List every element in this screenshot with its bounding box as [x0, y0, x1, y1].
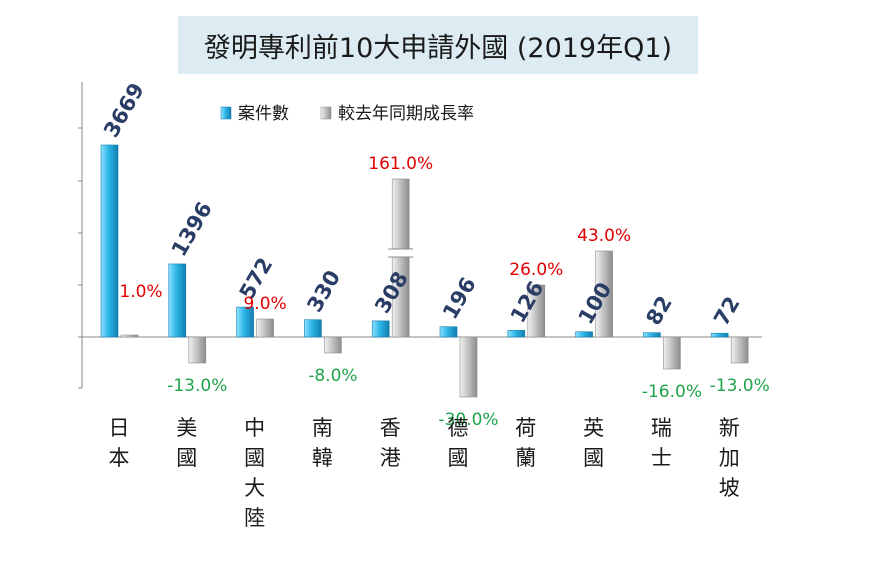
growth-label-5: -30.0%: [438, 410, 498, 430]
growth-label-8: -16.0%: [642, 382, 702, 402]
category-label-6-char-0: 荷: [515, 416, 536, 440]
count-label-3: 330: [302, 266, 345, 316]
category-label-4-char-0: 香: [380, 416, 401, 440]
bar-growth-5: [459, 336, 478, 398]
legend: 案件數 較去年同期成長率: [220, 104, 474, 124]
category-label-0-char-1: 本: [109, 446, 130, 470]
bar-growth-8: [663, 336, 681, 370]
growth-label-6: 26.0%: [509, 260, 563, 280]
bar-count-6: [507, 330, 526, 338]
bar-count-3: [304, 319, 322, 338]
growth-label-3: -8.0%: [308, 366, 357, 386]
bar-growth-2: [256, 318, 274, 338]
bar-count-7: [575, 331, 593, 338]
bar-count-9: [710, 332, 729, 338]
chart-title: 發明專利前10大申請外國 (2019年Q1): [203, 32, 673, 64]
category-label-8-char-0: 瑞: [651, 416, 672, 440]
bar-count-0: [100, 144, 119, 338]
category-label-3-char-1: 韓: [312, 446, 333, 470]
category-label-5-char-1: 國: [448, 446, 469, 470]
category-label-5-char-0: 德: [448, 416, 469, 440]
category-label-9-char-0: 新: [719, 416, 740, 440]
chart-title-box: 發明專利前10大申請外國 (2019年Q1): [178, 16, 698, 74]
legend-swatch-count: [220, 106, 232, 120]
category-label-2-char-2: 大: [244, 476, 265, 500]
bar-count-8: [643, 332, 661, 338]
category-label-1-char-0: 美: [176, 416, 197, 440]
bar-growth-4: [391, 178, 410, 338]
category-label-2-char-3: 陸: [244, 506, 265, 530]
category-label-4-char-1: 港: [380, 446, 401, 470]
growth-label-1: -13.0%: [167, 376, 227, 396]
bar-growth-1: [188, 336, 207, 364]
category-label-9-char-2: 坡: [719, 476, 740, 500]
category-label-7-char-1: 國: [583, 446, 604, 470]
count-label-5: 196: [438, 273, 481, 323]
legend-swatch-growth: [320, 106, 332, 120]
bar-count-1: [168, 263, 187, 338]
growth-label-2: 9.0%: [243, 294, 286, 314]
count-label-1: 1396: [167, 198, 217, 261]
growth-label-4: 161.0%: [368, 154, 433, 174]
bar-count-5: [439, 326, 458, 338]
bar-count-2: [236, 306, 254, 338]
category-label-2-char-0: 中: [244, 416, 265, 440]
category-label-6-char-1: 蘭: [515, 446, 536, 470]
category-label-7-char-0: 英: [583, 416, 604, 440]
growth-label-0: 1.0%: [119, 282, 162, 302]
axis-break-mark: [388, 249, 414, 257]
legend-label-count: 案件數: [238, 104, 289, 124]
category-label-1-char-1: 國: [176, 446, 197, 470]
bar-growth-3: [324, 336, 342, 354]
bar-growth-0: [120, 334, 139, 338]
legend-label-growth: 較去年同期成長率: [338, 104, 474, 124]
category-label-0-char-0: 日: [109, 416, 130, 440]
growth-label-9: -13.0%: [710, 376, 770, 396]
count-label-0: 3669: [99, 79, 149, 142]
bar-growth-6: [527, 284, 546, 338]
growth-label-7: 43.0%: [577, 226, 631, 246]
category-label-3-char-0: 南: [312, 416, 333, 440]
bar-count-4: [371, 320, 390, 338]
category-label-2-char-1: 國: [244, 446, 265, 470]
count-label-8: 82: [641, 292, 676, 329]
category-label-8-char-1: 士: [651, 446, 672, 470]
count-label-9: 72: [709, 292, 744, 329]
bar-growth-9: [730, 336, 749, 364]
bar-growth-7: [595, 250, 613, 338]
category-label-9-char-1: 加: [719, 446, 740, 470]
